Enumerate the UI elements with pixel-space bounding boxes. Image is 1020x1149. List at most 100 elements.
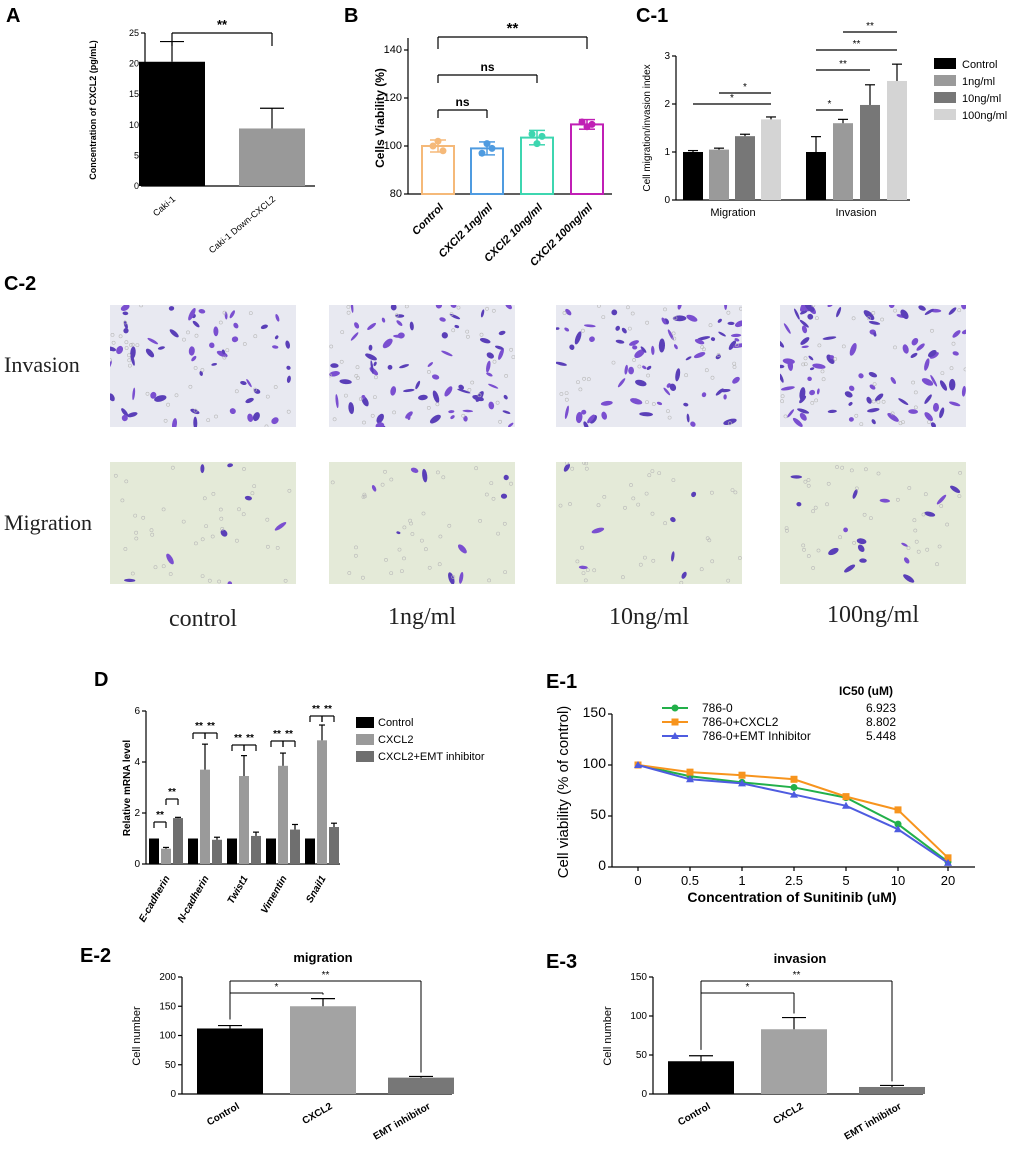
stained-cell xyxy=(734,338,740,342)
stained-cell xyxy=(244,495,252,501)
membrane-pore xyxy=(347,571,352,575)
membrane-pore xyxy=(150,532,155,537)
membrane-pore xyxy=(449,312,454,317)
membrane-pore xyxy=(671,331,676,336)
stained-cell xyxy=(502,410,511,414)
membrane-pore xyxy=(478,519,483,523)
stained-cell xyxy=(848,385,855,392)
membrane-pore xyxy=(504,374,509,378)
panel-e3-bar xyxy=(761,1029,827,1094)
membrane-pore xyxy=(218,507,223,512)
stained-cell xyxy=(130,346,136,359)
stained-cell xyxy=(220,529,228,537)
stained-cell xyxy=(393,334,404,338)
stained-cell xyxy=(952,330,961,338)
stained-cell xyxy=(826,354,835,365)
membrane-pore xyxy=(222,355,227,360)
stained-cell xyxy=(800,309,808,315)
membrane-pore xyxy=(181,519,186,524)
stained-cell xyxy=(868,320,881,325)
stained-cell xyxy=(900,309,909,320)
stained-cell xyxy=(677,305,682,310)
membrane-pore xyxy=(200,574,205,579)
stained-cell xyxy=(671,551,675,562)
membrane-pore xyxy=(200,368,205,372)
stained-cell xyxy=(866,396,872,404)
membrane-pore xyxy=(474,466,479,471)
stained-cell xyxy=(827,305,833,308)
stained-cell xyxy=(717,318,722,323)
membrane-pore xyxy=(503,570,508,575)
membrane-pore xyxy=(118,334,123,339)
stained-cell xyxy=(462,409,474,413)
stained-cell xyxy=(348,402,355,415)
membrane-pore xyxy=(509,481,513,486)
panel-d-sig-label: ** xyxy=(285,729,293,740)
panel-e1-marker xyxy=(738,779,746,787)
membrane-pore xyxy=(265,517,270,522)
membrane-pore xyxy=(329,373,332,378)
stained-cell xyxy=(809,367,815,371)
panel-e2-x-tick-label: CXCL2 xyxy=(301,1101,335,1127)
panel-e1-marker xyxy=(738,771,746,779)
membrane-pore xyxy=(210,534,215,539)
membrane-pore xyxy=(174,393,179,398)
membrane-pore xyxy=(389,571,394,576)
panel-e2-bar xyxy=(388,1077,454,1094)
membrane-pore xyxy=(901,420,905,425)
panel-b-data-point xyxy=(429,142,437,150)
stained-cell xyxy=(494,345,504,350)
stained-cell xyxy=(415,380,421,390)
panel-e3-x-tick-label: CXCL2 xyxy=(772,1101,806,1127)
membrane-pore xyxy=(242,467,246,471)
stained-cell xyxy=(792,417,803,427)
membrane-pore xyxy=(699,567,704,572)
stained-cell xyxy=(589,415,598,424)
membrane-pore xyxy=(465,334,470,339)
panel-d-bar xyxy=(305,838,315,864)
membrane-pore xyxy=(707,538,712,543)
membrane-pore xyxy=(447,523,452,528)
stained-cell xyxy=(335,394,339,409)
membrane-pore xyxy=(592,568,597,573)
stained-cell xyxy=(617,378,626,388)
stained-cell xyxy=(381,317,386,323)
stained-cell xyxy=(686,413,690,423)
panel-e1-marker xyxy=(686,775,694,783)
stained-cell xyxy=(669,383,677,392)
membrane-pore xyxy=(923,492,928,497)
membrane-pore xyxy=(596,503,601,508)
panel-d-bar xyxy=(278,765,288,864)
panel-c1-bar xyxy=(709,149,729,200)
membrane-pore xyxy=(811,509,815,514)
stained-cell xyxy=(427,362,433,367)
stained-cell xyxy=(354,322,360,329)
membrane-pore xyxy=(710,559,715,564)
micrograph-stain-layer xyxy=(330,466,513,584)
membrane-pore xyxy=(890,411,895,416)
panel-b-data-point xyxy=(588,120,596,128)
stained-cell xyxy=(916,343,925,351)
panel-e2-x-tick-label: EMT inhibitor xyxy=(372,1101,433,1143)
panel-e1-y-tick-label: 150 xyxy=(583,704,607,720)
stained-cell xyxy=(216,350,228,358)
stained-cell xyxy=(651,345,655,355)
panel-b-data-point xyxy=(488,144,496,152)
stained-cell xyxy=(867,408,880,413)
membrane-pore xyxy=(871,399,876,404)
stained-cell xyxy=(450,305,457,308)
membrane-pore xyxy=(358,397,363,401)
membrane-pore xyxy=(250,491,255,496)
stained-cell xyxy=(675,368,681,382)
panel-e2-letter: E-2 xyxy=(80,945,111,967)
membrane-pore xyxy=(380,482,385,487)
stained-cell xyxy=(863,310,875,321)
stained-cell xyxy=(227,463,233,468)
membrane-pore xyxy=(332,417,337,422)
stained-cell xyxy=(658,338,666,353)
panel-b-y-tick-label: 120 xyxy=(384,92,402,104)
panel-d-y-tick-label: 4 xyxy=(134,757,140,768)
panel-e1-y-tick-label: 0 xyxy=(598,857,606,873)
stained-cell xyxy=(718,331,726,337)
stained-cell xyxy=(121,408,129,417)
